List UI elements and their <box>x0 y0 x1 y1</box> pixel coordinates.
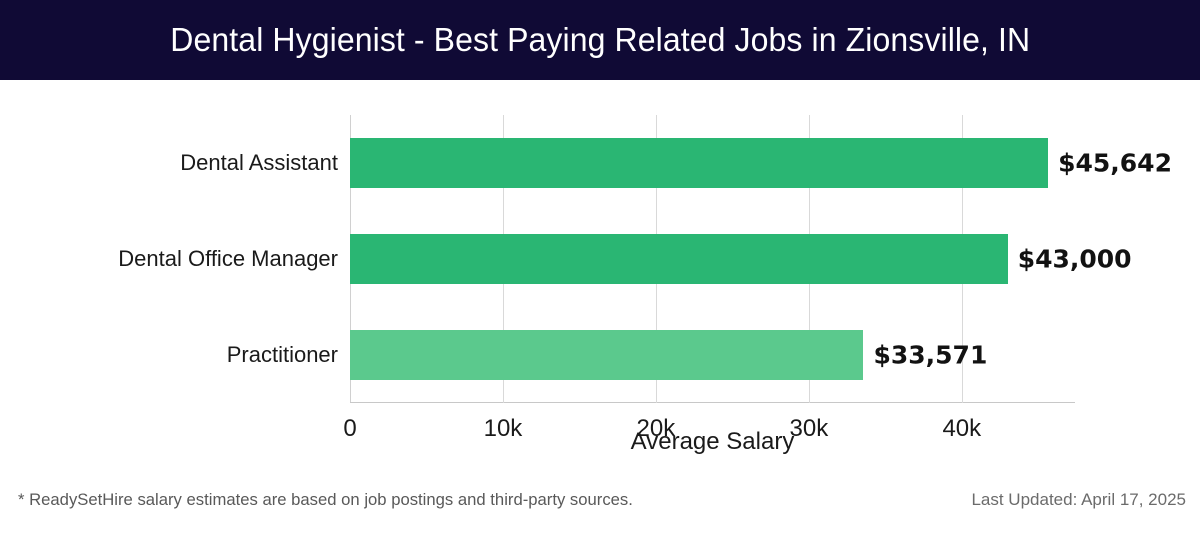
chart-header-bar: Dental Hygienist - Best Paying Related J… <box>0 0 1200 80</box>
y-axis-category-label: Dental Office Manager <box>118 246 338 271</box>
x-axis-line <box>350 402 1075 403</box>
bar-dental-office-manager[interactable] <box>350 234 1008 284</box>
chart-area: 0 10k 20k 30k 40k $45,642 Dental Assistant $43,… <box>0 80 1200 470</box>
page-title: Dental Hygienist - Best Paying Related J… <box>170 21 1030 58</box>
x-tick-label: 30k <box>789 415 829 442</box>
plot-region: 0 10k 20k 30k 40k $45,642 Dental Assistant $43,… <box>118 115 1172 442</box>
bar-row: $45,642 <box>350 138 1172 188</box>
footnote-disclaimer: * ReadySetHire salary estimates are base… <box>18 490 633 509</box>
chart-footer: * ReadySetHire salary estimates are base… <box>0 490 1200 540</box>
bar-value-label: $43,000 <box>1017 244 1132 274</box>
bar-row: $33,571 <box>350 330 1075 380</box>
x-tick-label: 10k <box>483 415 523 442</box>
bar-value-label: $45,642 <box>1058 148 1172 178</box>
x-tick-label: 0 <box>343 415 357 442</box>
x-tick-label: 20k <box>636 415 676 442</box>
y-axis-category-label: Practitioner <box>226 342 338 367</box>
y-axis-category-label: Dental Assistant <box>180 150 338 175</box>
bar-value-label: $33,571 <box>873 340 988 370</box>
bar-row: $43,000 <box>350 234 1132 284</box>
bar-dental-assistant[interactable] <box>350 138 1049 188</box>
last-updated-label: Last Updated: April 17, 2025 <box>971 490 1186 509</box>
bar-practitioner[interactable] <box>350 330 864 380</box>
x-tick-label: 40k <box>942 415 982 442</box>
x-axis-title: Average Salary <box>630 428 795 455</box>
